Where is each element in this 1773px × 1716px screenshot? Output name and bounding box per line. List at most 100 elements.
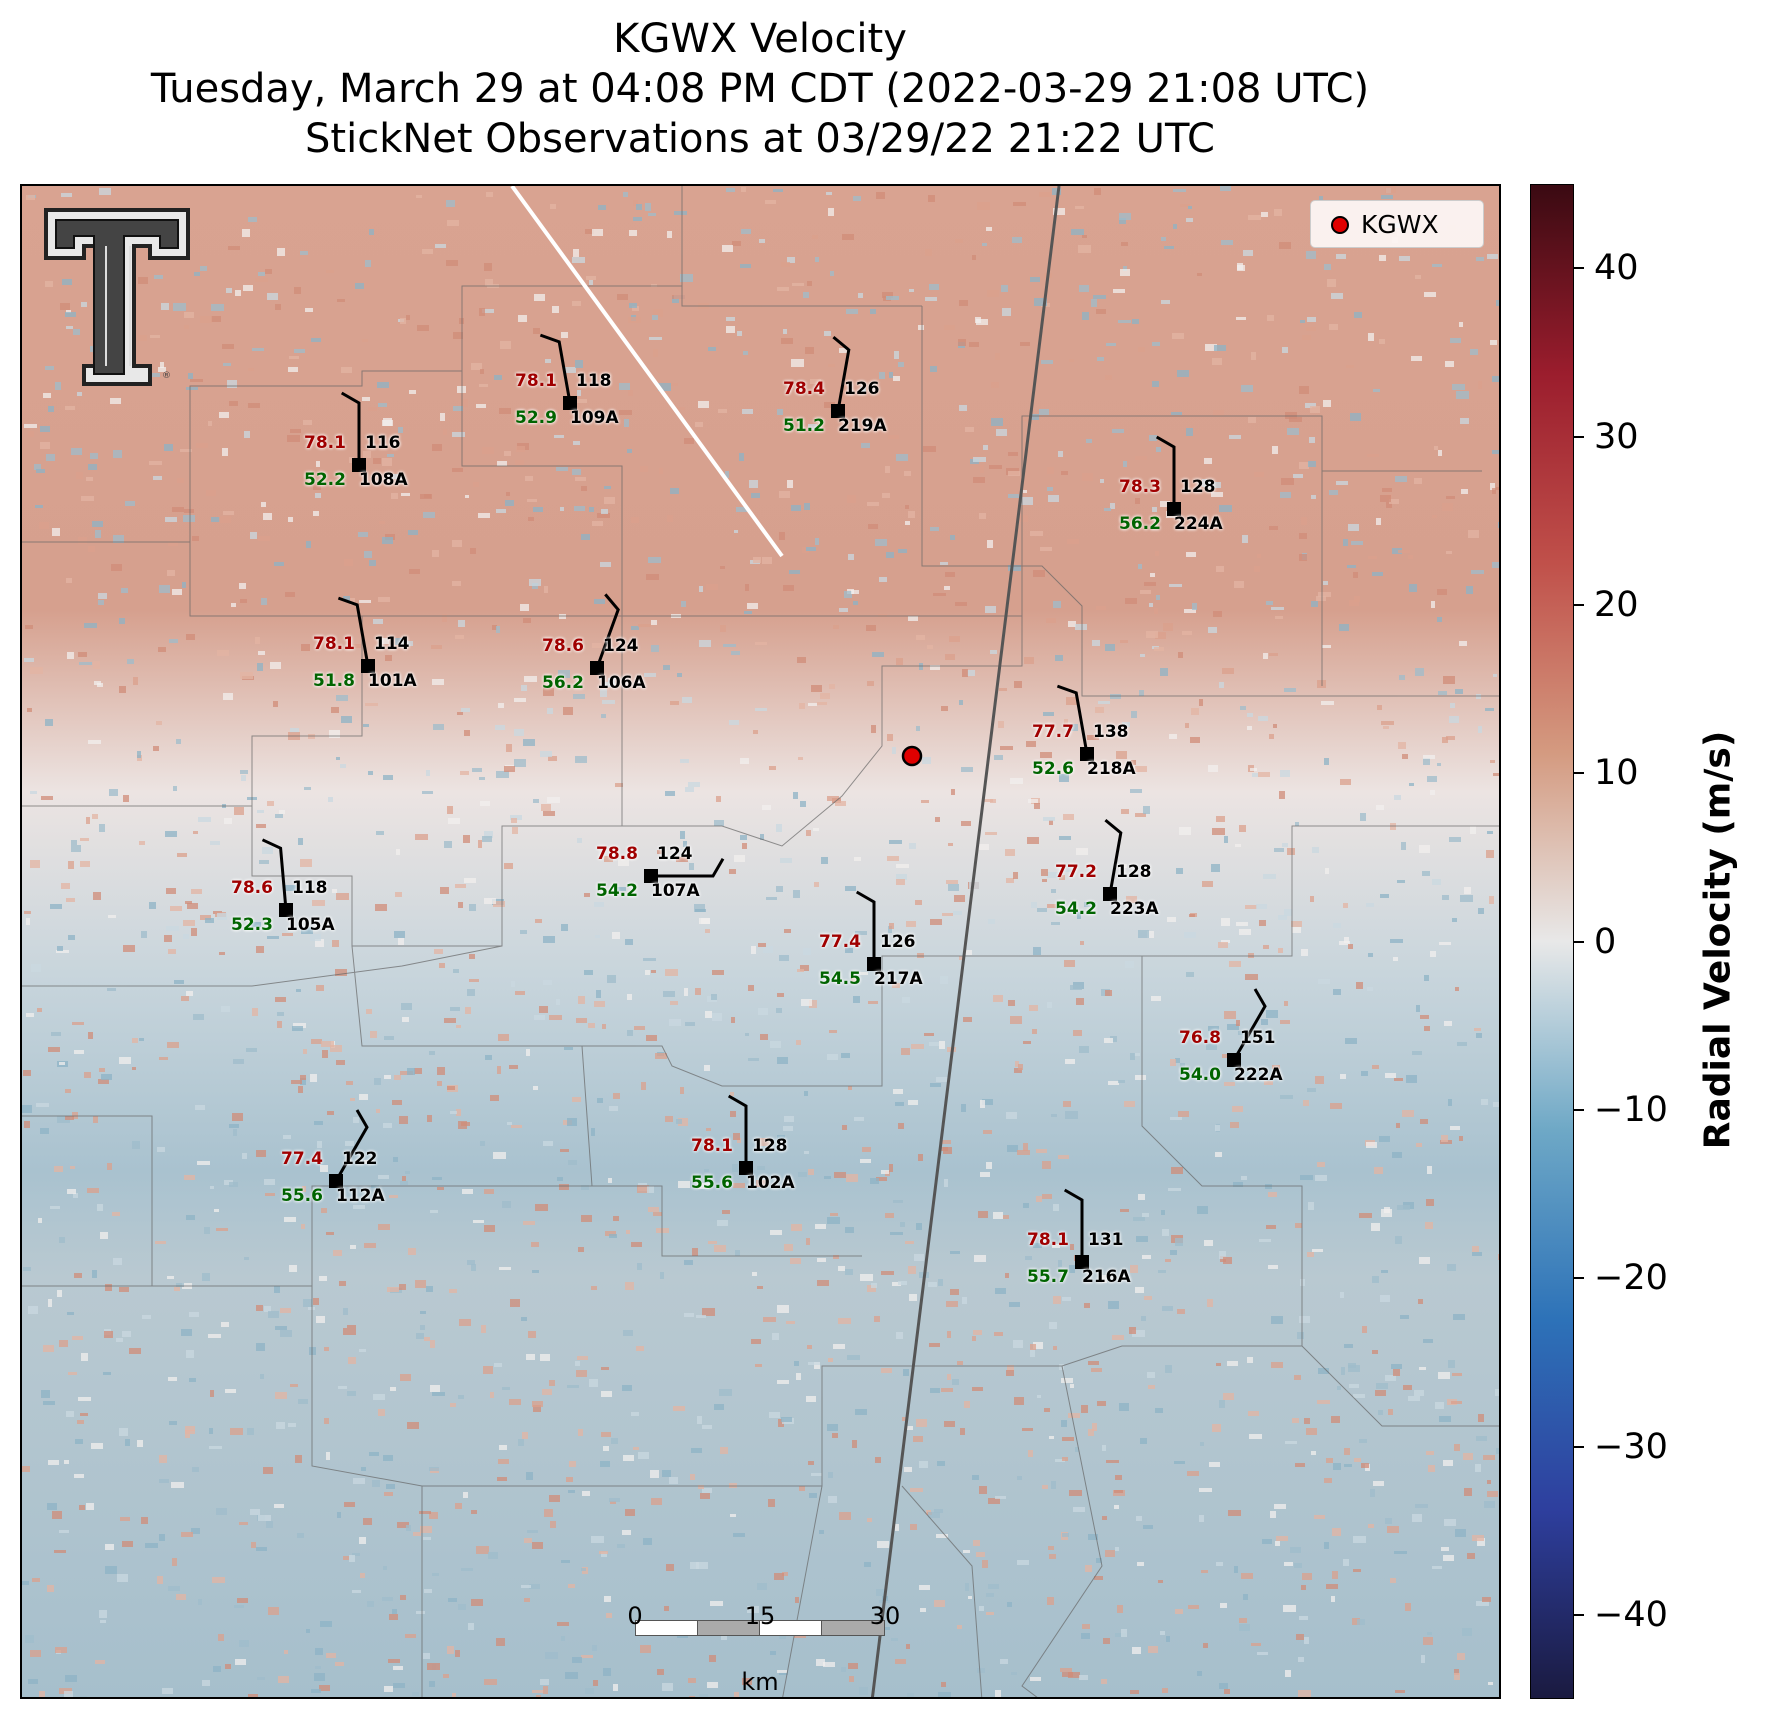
station-temp-218A: 77.7 <box>1032 722 1074 742</box>
wind-barb-107A <box>651 857 725 878</box>
station-pressure-112A: 122 <box>342 1149 378 1169</box>
station-temp-219A: 78.4 <box>783 379 825 399</box>
station-id-112A: 112A <box>336 1186 385 1206</box>
colorbar-tick-label: 0 <box>1594 921 1617 962</box>
svg-text:®: ® <box>162 371 171 381</box>
colorbar-tick-label: 30 <box>1594 416 1639 457</box>
station-id-107A: 107A <box>651 881 700 901</box>
station-pressure-219A: 126 <box>844 379 880 399</box>
station-temp-105A: 78.6 <box>231 878 273 898</box>
station-marker-105A[interactable] <box>279 903 293 917</box>
station-id-108A: 108A <box>359 470 408 490</box>
station-id-109A: 109A <box>570 408 619 428</box>
wind-barb-216A <box>1063 1188 1084 1262</box>
colorbar-tick-label: −40 <box>1594 1594 1668 1635</box>
radar-site-marker[interactable] <box>901 745 923 767</box>
texas-tech-logo: ® <box>42 206 192 395</box>
colorbar <box>1530 184 1574 1699</box>
station-id-218A: 218A <box>1087 759 1136 779</box>
station-marker-216A[interactable] <box>1075 1255 1089 1269</box>
station-marker-106A[interactable] <box>590 661 604 675</box>
title-line-3: StickNet Observations at 03/29/22 21:22 … <box>305 116 1215 162</box>
station-markers <box>279 396 1241 1269</box>
station-pressure-108A: 116 <box>365 433 401 453</box>
wind-barb-102A <box>727 1094 748 1168</box>
title-line-1: KGWX Velocity <box>613 16 907 62</box>
station-marker-217A[interactable] <box>867 957 881 971</box>
scale-bar <box>635 1620 885 1640</box>
station-marker-108A[interactable] <box>352 458 366 472</box>
station-pressure-105A: 118 <box>292 878 328 898</box>
station-temp-109A: 78.1 <box>515 371 557 391</box>
station-dewpoint-223A: 54.2 <box>1055 899 1097 919</box>
station-pressure-217A: 126 <box>880 932 916 952</box>
colorbar-tick-label: 20 <box>1594 584 1639 625</box>
colorbar-tick-label: 10 <box>1594 753 1639 794</box>
station-dewpoint-112A: 55.6 <box>281 1186 323 1206</box>
station-id-106A: 106A <box>597 673 646 693</box>
title-line-2: Tuesday, March 29 at 04:08 PM CDT (2022-… <box>150 66 1370 112</box>
colorbar-tick-label: −30 <box>1594 1426 1668 1467</box>
station-pressure-218A: 138 <box>1093 722 1129 742</box>
velocity-field <box>22 186 1499 1697</box>
station-dewpoint-106A: 56.2 <box>542 673 584 693</box>
station-id-105A: 105A <box>286 915 335 935</box>
station-temp-223A: 77.2 <box>1055 862 1097 882</box>
colorbar-label: Radial Velocity (m/s) <box>1697 730 1739 1150</box>
station-temp-108A: 78.1 <box>304 433 346 453</box>
station-id-102A: 102A <box>746 1173 795 1193</box>
station-pressure-102A: 128 <box>752 1136 788 1156</box>
station-temp-107A: 78.8 <box>596 844 638 864</box>
station-marker-223A[interactable] <box>1103 887 1117 901</box>
wind-barb-224A <box>1155 435 1176 509</box>
wind-barb-109A <box>539 333 572 404</box>
station-pressure-106A: 124 <box>603 636 639 656</box>
wind-barb-101A <box>337 596 370 667</box>
station-marker-112A[interactable] <box>329 1174 343 1188</box>
station-temp-216A: 78.1 <box>1027 1230 1069 1250</box>
station-id-217A: 217A <box>874 969 923 989</box>
wind-barb-108A <box>340 391 361 465</box>
legend-marker-icon <box>1331 216 1349 234</box>
station-marker-101A[interactable] <box>361 659 375 673</box>
station-temp-112A: 77.4 <box>281 1149 323 1169</box>
station-pressure-224A: 128 <box>1180 477 1216 497</box>
station-pressure-101A: 114 <box>374 634 410 654</box>
station-marker-222A[interactable] <box>1227 1053 1241 1067</box>
station-id-224A: 224A <box>1174 514 1223 534</box>
wind-barb-223A <box>1104 818 1123 895</box>
scale-bar-tick-label: 15 <box>744 1602 776 1630</box>
station-marker-224A[interactable] <box>1167 502 1181 516</box>
station-marker-107A[interactable] <box>644 869 658 883</box>
station-marker-218A[interactable] <box>1080 747 1094 761</box>
station-dewpoint-102A: 55.6 <box>691 1173 733 1193</box>
station-dewpoint-105A: 52.3 <box>231 915 273 935</box>
wind-barb-219A <box>832 335 851 412</box>
station-dewpoint-222A: 54.0 <box>1179 1065 1221 1085</box>
station-dewpoint-218A: 52.6 <box>1032 759 1074 779</box>
station-pressure-223A: 128 <box>1116 862 1152 882</box>
station-temp-101A: 78.1 <box>313 634 355 654</box>
station-temp-102A: 78.1 <box>691 1136 733 1156</box>
scale-bar-unit: km <box>741 1668 779 1696</box>
station-marker-219A[interactable] <box>831 404 845 418</box>
station-dewpoint-224A: 56.2 <box>1119 514 1161 534</box>
legend-label: KGWX <box>1361 210 1439 239</box>
wind-barb-218A <box>1056 684 1089 755</box>
station-marker-109A[interactable] <box>563 396 577 410</box>
station-dewpoint-109A: 52.9 <box>515 408 557 428</box>
wind-barb-106A <box>595 593 620 669</box>
station-dewpoint-108A: 52.2 <box>304 470 346 490</box>
station-dewpoint-217A: 54.5 <box>819 969 861 989</box>
station-id-223A: 223A <box>1110 899 1159 919</box>
station-temp-222A: 76.8 <box>1179 1028 1221 1048</box>
colorbar-tick-label: 40 <box>1594 248 1639 289</box>
station-id-222A: 222A <box>1234 1065 1283 1085</box>
station-pressure-222A: 151 <box>1240 1028 1276 1048</box>
scale-bar-tick-label: 0 <box>627 1602 643 1630</box>
station-dewpoint-216A: 55.7 <box>1027 1267 1069 1287</box>
station-temp-106A: 78.6 <box>542 636 584 656</box>
boundary-line <box>870 186 1061 1697</box>
station-marker-102A[interactable] <box>739 1161 753 1175</box>
radar-map[interactable] <box>20 184 1501 1699</box>
